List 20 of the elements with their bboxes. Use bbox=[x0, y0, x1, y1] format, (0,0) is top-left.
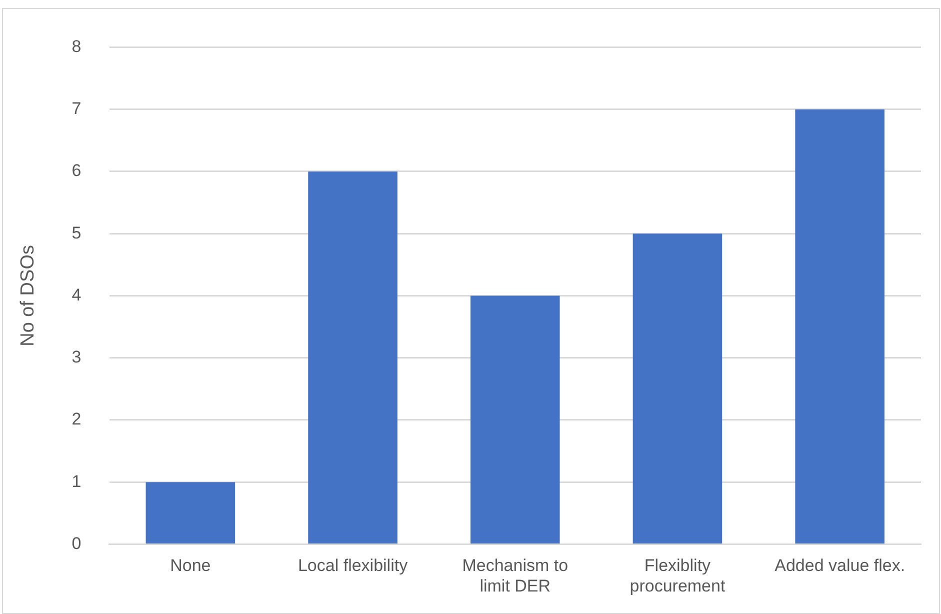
x-tick-label: Added value flex. bbox=[774, 556, 906, 576]
y-tick-label: 1 bbox=[72, 472, 82, 491]
x-tick-label: None bbox=[170, 556, 211, 576]
bar bbox=[795, 109, 884, 544]
x-tick-label: Local flexibility bbox=[298, 556, 408, 576]
bar bbox=[632, 234, 722, 544]
y-axis-title: No of DSOs bbox=[18, 245, 39, 346]
y-tick-label: 0 bbox=[72, 534, 82, 553]
y-tick-label: 7 bbox=[72, 99, 82, 118]
x-tick-label: Mechanism to limit DER bbox=[462, 556, 568, 596]
bar bbox=[146, 482, 236, 544]
y-tick-label: 3 bbox=[72, 348, 82, 367]
bar bbox=[308, 171, 398, 544]
y-tick-label: 2 bbox=[72, 410, 82, 429]
y-tick-label: 6 bbox=[72, 161, 82, 180]
y-tick-label: 5 bbox=[72, 223, 82, 242]
y-tick-label: 4 bbox=[72, 285, 82, 304]
y-tick-label: 8 bbox=[72, 36, 82, 56]
bar bbox=[470, 296, 560, 544]
x-tick-label: Flexiblity procurement bbox=[630, 556, 726, 596]
